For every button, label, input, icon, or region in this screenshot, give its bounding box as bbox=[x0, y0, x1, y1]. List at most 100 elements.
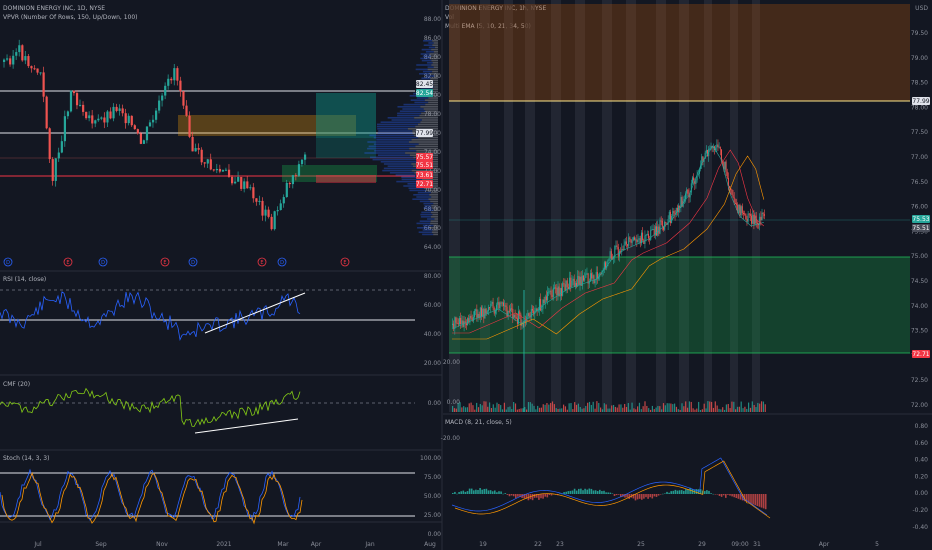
candle-body-right bbox=[580, 276, 582, 286]
volume-bar bbox=[594, 408, 596, 412]
candle-body-right bbox=[596, 272, 598, 279]
volume-bar bbox=[714, 401, 716, 412]
volume-bar bbox=[561, 408, 563, 412]
target-zone bbox=[316, 93, 376, 138]
event-marker[interactable] bbox=[257, 257, 267, 267]
volume-bar bbox=[579, 406, 581, 412]
candle-body bbox=[300, 159, 304, 165]
candle-body-right bbox=[672, 211, 674, 217]
candle-body-right bbox=[630, 239, 632, 243]
macd-histogram-bar bbox=[733, 494, 735, 498]
entry-zone bbox=[282, 165, 377, 182]
macd-histogram-bar bbox=[729, 494, 731, 496]
vpvr-bar-down bbox=[411, 169, 438, 172]
candle-body bbox=[121, 108, 124, 114]
candle-body-right bbox=[727, 177, 729, 187]
event-letter: E bbox=[163, 260, 166, 266]
candle-body bbox=[133, 125, 136, 130]
volume-bar bbox=[701, 409, 703, 412]
macd-histogram-bar bbox=[546, 494, 549, 498]
candle-body-right bbox=[588, 281, 590, 284]
macd-histogram-bar bbox=[571, 490, 574, 494]
event-marker[interactable] bbox=[160, 257, 170, 267]
candle-body-right bbox=[528, 313, 530, 317]
candle-body-right bbox=[685, 193, 687, 200]
macd-histogram-bar bbox=[485, 488, 488, 494]
rsi-trendline[interactable] bbox=[204, 292, 306, 334]
rsi-tick: 40.00 bbox=[424, 331, 441, 338]
macd-histogram-bar bbox=[636, 494, 639, 500]
candle-body-right bbox=[505, 305, 507, 307]
volume-bar bbox=[733, 401, 735, 412]
inner-axis-tick: 20.00 bbox=[443, 359, 460, 366]
candle-body bbox=[139, 133, 142, 144]
left-price-tick: 64.00 bbox=[424, 244, 441, 251]
vpvr-bar-down bbox=[433, 233, 438, 236]
macd-histogram-bar bbox=[672, 490, 675, 494]
cmf-trendline[interactable] bbox=[194, 418, 299, 434]
candle-body-right bbox=[646, 233, 648, 235]
macd-histogram-bar bbox=[603, 490, 605, 494]
vpvr-bar-up bbox=[367, 147, 410, 150]
macd-histogram-bar bbox=[607, 492, 609, 494]
candle-body-right bbox=[688, 193, 690, 198]
event-letter: E bbox=[66, 260, 69, 266]
event-letter: D bbox=[191, 260, 195, 266]
event-marker[interactable] bbox=[277, 257, 287, 267]
event-marker[interactable] bbox=[340, 257, 350, 267]
candle-body-right bbox=[674, 213, 676, 215]
candle-body bbox=[243, 181, 246, 189]
stoch-tick: 25.00 bbox=[424, 512, 441, 519]
vpvr-bar-down bbox=[431, 205, 438, 207]
vpvr-bar-up bbox=[412, 198, 429, 200]
vpvr-bar-down bbox=[430, 222, 438, 225]
candle-body-right bbox=[526, 316, 528, 322]
vpvr-bar-down bbox=[432, 229, 438, 231]
vpvr-bar-down bbox=[433, 209, 438, 211]
macd-histogram-bar bbox=[632, 494, 635, 499]
candle-body-right bbox=[477, 313, 479, 318]
vpvr-bar-down bbox=[411, 139, 438, 141]
macd-title: MACD (8, 21, close, 5) bbox=[445, 419, 512, 426]
volume-bar bbox=[662, 403, 665, 412]
candle-body-right bbox=[518, 311, 520, 324]
right-price-tag bbox=[912, 350, 930, 358]
inner-axis-tick: 0.00 bbox=[447, 399, 461, 406]
event-marker[interactable] bbox=[188, 257, 198, 267]
volume-bar bbox=[566, 409, 568, 412]
candle-body-right bbox=[691, 177, 693, 184]
volume-bar bbox=[712, 407, 715, 412]
volume-bar bbox=[666, 403, 668, 412]
macd-histogram-bar bbox=[460, 491, 462, 494]
vpvr-bar-down bbox=[432, 213, 438, 216]
macd-histogram-bar bbox=[748, 494, 750, 503]
volume-bar bbox=[640, 409, 642, 412]
event-marker[interactable] bbox=[63, 257, 73, 267]
event-letter: D bbox=[280, 260, 284, 266]
candle-body-right bbox=[549, 290, 551, 292]
candle-body-right bbox=[653, 229, 655, 236]
candle-body bbox=[303, 154, 307, 160]
vpvr-bar-down bbox=[416, 150, 438, 152]
vpvr-bar-up bbox=[420, 57, 430, 60]
macd-histogram-bar bbox=[510, 494, 513, 496]
event-marker[interactable] bbox=[3, 257, 13, 267]
candle-body-right bbox=[582, 275, 584, 281]
vpvr-bar-up bbox=[369, 156, 414, 159]
event-marker[interactable] bbox=[98, 257, 108, 267]
candle-body bbox=[179, 80, 182, 92]
candle-body-right bbox=[537, 310, 539, 312]
macd-histogram-bar bbox=[609, 492, 612, 494]
vpvr-bar-up bbox=[373, 143, 419, 145]
session-band bbox=[551, 0, 561, 412]
candle-body bbox=[206, 159, 209, 164]
macd-histogram-bar bbox=[685, 489, 687, 494]
macd-histogram-bar bbox=[750, 494, 752, 504]
candle-body-right bbox=[740, 206, 742, 216]
candle-body-right bbox=[550, 290, 552, 296]
volume-bar bbox=[459, 402, 461, 412]
volume-bar bbox=[711, 401, 713, 412]
volume-bar bbox=[603, 403, 605, 412]
candle-body bbox=[203, 162, 206, 164]
macd-histogram-bar bbox=[454, 491, 456, 494]
